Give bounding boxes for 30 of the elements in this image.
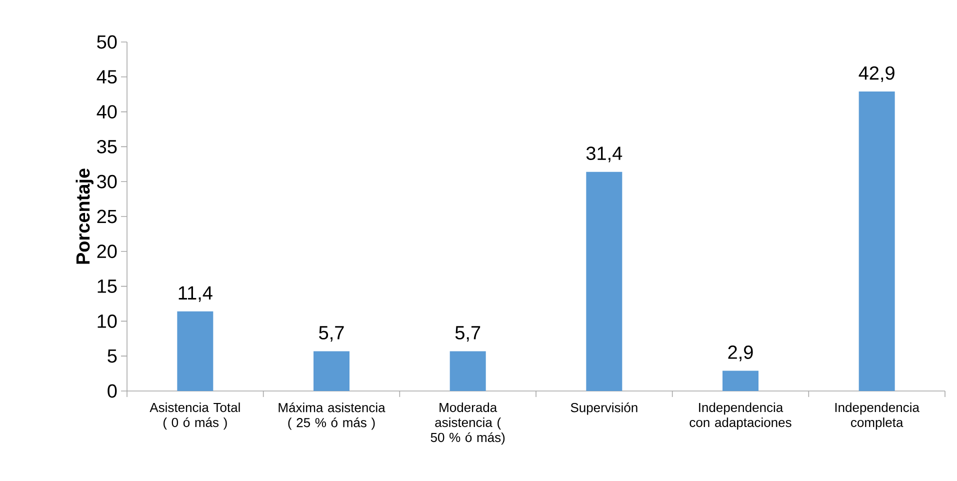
bar bbox=[450, 351, 486, 391]
data-label: 31,4 bbox=[586, 146, 622, 162]
data-label: 2,9 bbox=[728, 346, 753, 362]
y-tick-label: 40 bbox=[96, 105, 117, 119]
bar bbox=[314, 351, 350, 391]
x-tick-label: Asistencia Total ( 0 ó más ) bbox=[150, 402, 240, 430]
bar bbox=[858, 92, 895, 391]
bar bbox=[177, 311, 214, 391]
data-label: 5,7 bbox=[319, 326, 344, 342]
x-tick-label: Independencia con adaptaciones bbox=[690, 402, 792, 430]
y-tick-label: 50 bbox=[97, 35, 117, 49]
y-tick-label: 45 bbox=[96, 70, 117, 84]
y-tick-label: 25 bbox=[97, 210, 117, 224]
y-tick-label: 0 bbox=[108, 384, 117, 398]
x-tick-label: Supervisión bbox=[570, 402, 638, 415]
data-label: 42,9 bbox=[858, 66, 894, 82]
y-tick-label: 35 bbox=[97, 140, 117, 154]
y-tick-label: 5 bbox=[108, 349, 117, 363]
y-axis-title: Porcentaje bbox=[76, 168, 94, 264]
data-label: 5,7 bbox=[455, 326, 480, 342]
bar bbox=[586, 172, 622, 391]
x-tick-label: Máxima asistencia ( 25 % ó más ) bbox=[278, 402, 386, 430]
x-tick-label: Moderada asistencia ( 50 % ó más) bbox=[430, 402, 505, 445]
x-tick-label: Independencia completa bbox=[835, 402, 920, 430]
y-tick-label: 10 bbox=[98, 314, 117, 328]
data-label: 11,4 bbox=[178, 286, 212, 302]
bar bbox=[722, 370, 758, 391]
y-tick-label: 15 bbox=[98, 280, 117, 293]
y-tick-label: 20 bbox=[97, 244, 117, 258]
y-tick-label: 30 bbox=[97, 174, 117, 188]
